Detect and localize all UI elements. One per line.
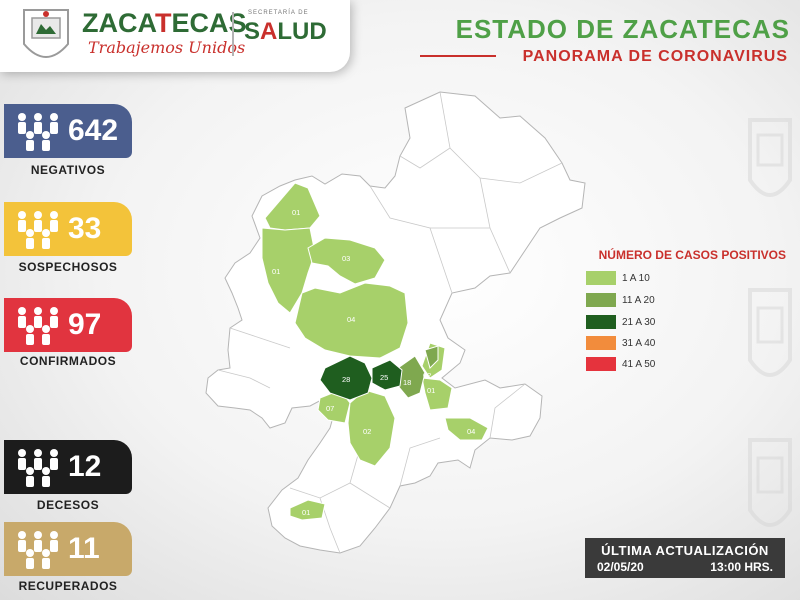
municipality-region (421, 377, 453, 411)
municipality-region (319, 355, 373, 401)
watermark-crest-icon (748, 118, 792, 197)
municipality-region (444, 417, 489, 441)
map-labels: 01 01 03 04 28 25 18 02 01 07 02 04 01 (272, 208, 475, 517)
last-update-box: ÚLTIMA ACTUALIZACIÓN 02/05/20 13:00 HRS. (585, 538, 785, 578)
municipality-label: 25 (380, 373, 388, 382)
last-update-date: 02/05/20 (597, 560, 644, 574)
municipality-region (371, 359, 403, 391)
watermark-crest-icon (748, 438, 792, 527)
legend-label: 31 A 40 (622, 337, 656, 349)
people-group-icon (18, 531, 58, 569)
people-group-icon (18, 113, 58, 151)
stat-value: 11 (68, 532, 100, 565)
stat-label: DECESOS (36, 498, 100, 512)
municipality-label: 01 (427, 386, 435, 395)
stat-card-confirmados: 97 (4, 298, 132, 352)
logo-slogan: Trabajemos Unidos (88, 38, 246, 57)
legend-swatch (586, 271, 616, 285)
municipality-region (347, 389, 396, 467)
salud-wordmark: SALUD (244, 18, 327, 45)
municipality-region (289, 499, 326, 521)
legend-swatch (586, 293, 616, 307)
municipality-label: 01 (302, 508, 310, 517)
municipality-label: 01 (272, 267, 280, 276)
last-update-label: ÚLTIMA ACTUALIZACIÓN (601, 543, 769, 558)
municipality-label: 01 (292, 208, 300, 217)
municipality-region (264, 182, 321, 231)
stat-label: NEGATIVOS (30, 163, 106, 177)
zacatecas-map: 01 01 03 04 28 25 18 02 01 07 02 04 01 (205, 91, 586, 554)
page-subtitle: PANORAMA DE CORONAVIRUS (522, 48, 788, 65)
municipal-borders (217, 91, 563, 554)
stat-label: SOSPECHOSOS (18, 260, 118, 274)
legend-item: 31 A 40 (586, 336, 655, 350)
zacatecas-wordmark: ZACATECAS (82, 8, 247, 38)
municipality-label: 18 (403, 378, 411, 387)
municipality-region (307, 237, 386, 285)
legend-label: 1 A 10 (622, 272, 650, 284)
stat-card-sospechosos: 33 (4, 202, 132, 256)
secretaria-label: SECRETARÍA DE (248, 10, 309, 16)
municipality-label: 28 (342, 375, 350, 384)
municipality-region (424, 345, 439, 369)
legend-swatch (586, 315, 616, 329)
legend-item: 21 A 30 (586, 315, 655, 329)
people-group-icon (18, 211, 58, 249)
stat-value: 97 (68, 308, 102, 341)
municipality-label: 04 (347, 315, 355, 324)
municipality-label: 03 (342, 254, 350, 263)
stat-card-decesos: 12 (4, 440, 132, 494)
municipality-region (294, 282, 409, 359)
municipality-label: 02 (363, 427, 371, 436)
legend-swatch (586, 357, 616, 371)
stat-label: RECUPERADOS (18, 579, 118, 593)
stat-value: 12 (68, 450, 102, 483)
header-logo: ZACATECAS Trabajemos Unidos SECRETARÍA D… (0, 0, 350, 72)
stat-card-negativos: 642 (4, 104, 132, 158)
watermark-crest-icon (748, 288, 792, 377)
legend-label: 11 A 20 (622, 294, 655, 306)
logo-divider (232, 12, 234, 56)
legend-swatch (586, 336, 616, 350)
legend-title: NÚMERO DE CASOS POSITIVOS (598, 248, 786, 262)
legend-label: 21 A 30 (622, 316, 656, 328)
municipality-label: 04 (467, 427, 475, 436)
page-title: ESTADO DE ZACATECAS (455, 14, 790, 44)
legend-item: 11 A 20 (586, 293, 655, 307)
state-crest-icon (23, 9, 69, 58)
municipality-label: 07 (326, 404, 334, 413)
people-group-icon (18, 307, 58, 345)
stat-value: 642 (68, 114, 119, 147)
people-group-icon (18, 449, 58, 487)
stat-label: CONFIRMADOS (19, 354, 117, 368)
stat-card-recuperados: 11 (4, 522, 132, 576)
legend-item: 1 A 10 (586, 271, 650, 285)
municipality-label: 02 (423, 371, 431, 380)
title-rule (420, 55, 496, 57)
legend-label: 41 A 50 (622, 358, 656, 370)
last-update-time: 13:00 HRS. (710, 560, 773, 574)
legend-item: 41 A 50 (586, 357, 655, 371)
stat-value: 33 (68, 212, 102, 245)
